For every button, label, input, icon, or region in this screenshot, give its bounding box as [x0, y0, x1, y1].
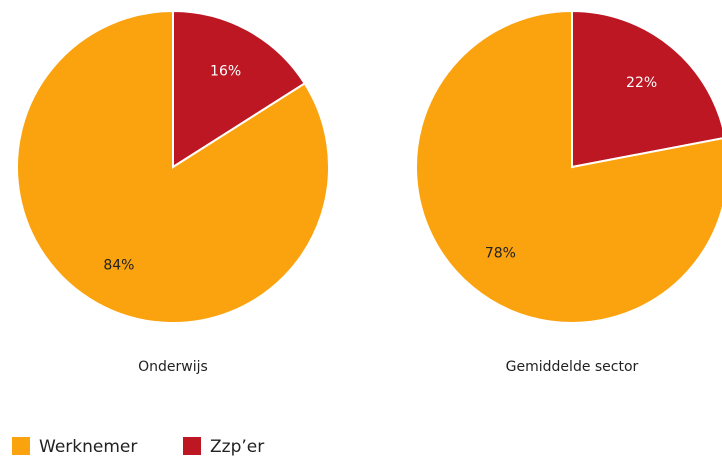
- value-label: 22%: [626, 75, 657, 91]
- legend-swatch: [12, 437, 30, 455]
- chart-title: Onderwijs: [138, 359, 208, 375]
- pie-slice: [571, 9, 722, 169]
- legend-label: Zzp’er: [210, 437, 264, 457]
- pie-slice: [172, 9, 307, 169]
- value-label: 84%: [103, 257, 134, 273]
- chart-title: Gemiddelde sector: [506, 359, 639, 375]
- value-label: 78%: [485, 246, 516, 262]
- legend-swatch: [183, 437, 201, 455]
- legend-label: Werknemer: [39, 437, 137, 457]
- pie-slice: [415, 9, 722, 324]
- pie-slice: [16, 9, 330, 324]
- value-label: 16%: [210, 63, 241, 79]
